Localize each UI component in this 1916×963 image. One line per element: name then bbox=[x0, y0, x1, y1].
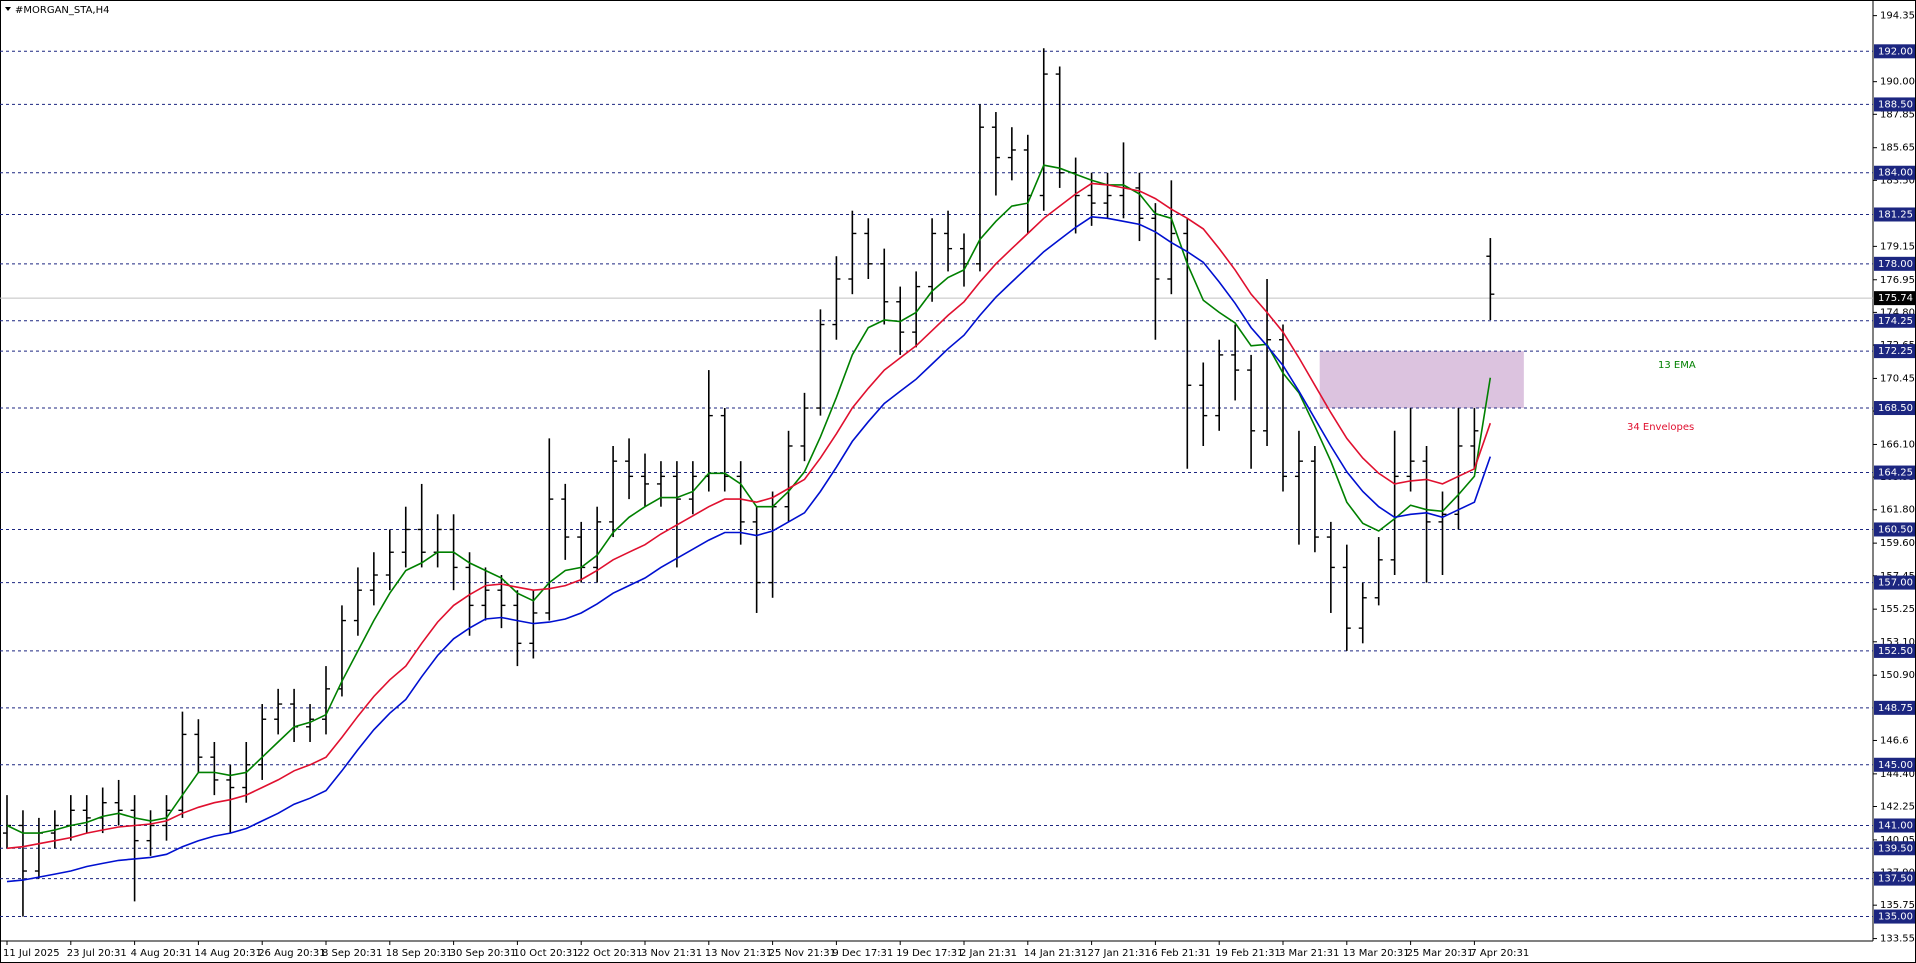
level-box bbox=[1874, 841, 1915, 856]
level-label: 174.25 bbox=[1878, 316, 1913, 327]
level-label: 168.50 bbox=[1878, 403, 1913, 414]
x-tick-label: 14 Aug 20:31 bbox=[194, 948, 261, 959]
y-tick-label: 146.6 bbox=[1880, 735, 1909, 746]
y-tick-label: 144.40 bbox=[1880, 769, 1915, 780]
x-tick-label: 11 Jul 2025 bbox=[3, 948, 60, 959]
annotation: 34 Envelopes bbox=[1627, 422, 1694, 433]
level-label: 184.00 bbox=[1878, 168, 1913, 179]
level-box bbox=[1874, 44, 1915, 59]
x-tick-label: 19 Dec 17:31 bbox=[896, 948, 963, 959]
level-label: 137.50 bbox=[1878, 874, 1913, 885]
level-box bbox=[1874, 643, 1915, 658]
x-tick-label: 23 Jul 20:31 bbox=[67, 948, 127, 959]
y-tick-label: 153.10 bbox=[1880, 637, 1915, 648]
last-price-label: 175.74 bbox=[1878, 293, 1913, 304]
y-tick-label: 179.15 bbox=[1880, 241, 1915, 252]
y-tick-label: 166.10 bbox=[1880, 439, 1915, 450]
level-label: 148.75 bbox=[1878, 703, 1913, 714]
level-label: 160.50 bbox=[1878, 524, 1913, 535]
level-box bbox=[1874, 757, 1915, 772]
y-tick-label: 142.25 bbox=[1880, 802, 1915, 813]
y-tick-label: 155.25 bbox=[1880, 604, 1915, 615]
x-tick-label: 25 Mar 20:31 bbox=[1407, 948, 1474, 959]
level-box bbox=[1874, 207, 1915, 222]
y-tick-label: 185.65 bbox=[1880, 143, 1915, 154]
zone bbox=[1319, 351, 1524, 409]
annotation: 13 EMA bbox=[1658, 360, 1696, 371]
level-label: 141.00 bbox=[1878, 820, 1913, 831]
y-tick-label: 187.85 bbox=[1880, 109, 1915, 120]
level-box bbox=[1874, 313, 1915, 328]
x-tick-label: 30 Sep 20:31 bbox=[450, 948, 517, 959]
level-label: 135.00 bbox=[1878, 912, 1913, 923]
x-tick-label: 3 Mar 21:31 bbox=[1279, 948, 1339, 959]
x-tick-label: 13 Nov 21:31 bbox=[705, 948, 772, 959]
y-tick-label: 150.90 bbox=[1880, 670, 1915, 681]
level-label: 145.00 bbox=[1878, 760, 1913, 771]
y-tick-label: 140.05 bbox=[1880, 835, 1915, 846]
chart-title: #MORGAN_STA,H4 bbox=[15, 5, 109, 16]
last-price-box bbox=[1874, 291, 1915, 306]
x-tick-label: 18 Sep 20:31 bbox=[386, 948, 453, 959]
indicator-line bbox=[6, 215, 1492, 883]
level-label: 157.00 bbox=[1878, 578, 1913, 589]
level-label: 192.00 bbox=[1878, 46, 1913, 57]
level-label: 172.25 bbox=[1878, 346, 1913, 357]
indicator-line bbox=[6, 182, 1492, 850]
x-tick-label: 27 Jan 21:31 bbox=[1088, 948, 1151, 959]
level-label: 188.50 bbox=[1878, 99, 1913, 110]
x-tick-label: 25 Nov 21:31 bbox=[769, 948, 836, 959]
level-box bbox=[1874, 909, 1915, 924]
level-box bbox=[1874, 344, 1915, 359]
x-tick-label: 26 Aug 20:31 bbox=[258, 948, 325, 959]
level-box bbox=[1874, 871, 1915, 886]
x-tick-label: 9 Dec 17:31 bbox=[832, 948, 893, 959]
y-tick-label: 190.00 bbox=[1880, 77, 1915, 88]
y-tick-label: 133.55 bbox=[1880, 934, 1915, 945]
x-tick-label: 4 Aug 20:31 bbox=[131, 948, 192, 959]
level-label: 181.25 bbox=[1878, 209, 1913, 220]
level-box bbox=[1874, 818, 1915, 833]
indicator-line bbox=[6, 164, 1492, 834]
level-label: 152.50 bbox=[1878, 646, 1913, 657]
level-box bbox=[1874, 522, 1915, 537]
y-tick-label: 194.35 bbox=[1880, 11, 1915, 22]
x-tick-label: 10 Oct 20:31 bbox=[513, 948, 578, 959]
level-box bbox=[1874, 97, 1915, 112]
x-tick-label: 13 Mar 20:31 bbox=[1343, 948, 1410, 959]
x-tick-label: 7 Apr 20:31 bbox=[1470, 948, 1529, 959]
level-box bbox=[1874, 165, 1915, 180]
level-box bbox=[1874, 401, 1915, 416]
level-box bbox=[1874, 256, 1915, 271]
x-tick-label: 6 Feb 21:31 bbox=[1151, 948, 1210, 959]
x-tick-label: 14 Jan 21:31 bbox=[1024, 948, 1087, 959]
level-box bbox=[1874, 700, 1915, 715]
x-tick-label: 3 Nov 21:31 bbox=[641, 948, 702, 959]
level-label: 178.00 bbox=[1878, 259, 1913, 270]
y-tick-label: 159.60 bbox=[1880, 538, 1915, 549]
level-box bbox=[1874, 465, 1915, 480]
y-tick-label: 161.80 bbox=[1880, 505, 1915, 516]
y-tick-label: 176.95 bbox=[1880, 275, 1915, 286]
x-tick-label: 2 Jan 21:31 bbox=[960, 948, 1017, 959]
x-tick-label: 8 Sep 20:31 bbox=[322, 948, 382, 959]
x-tick-label: 19 Feb 21:31 bbox=[1215, 948, 1281, 959]
y-tick-label: 183.50 bbox=[1880, 175, 1915, 186]
title-icon bbox=[5, 7, 11, 11]
y-tick-label: 170.45 bbox=[1880, 373, 1915, 384]
y-tick-label: 174.80 bbox=[1880, 307, 1915, 318]
level-box bbox=[1874, 575, 1915, 590]
x-tick-label: 22 Oct 20:31 bbox=[577, 948, 642, 959]
level-label: 139.50 bbox=[1878, 843, 1913, 854]
level-label: 164.25 bbox=[1878, 468, 1913, 479]
y-tick-label: 135.75 bbox=[1880, 900, 1915, 911]
